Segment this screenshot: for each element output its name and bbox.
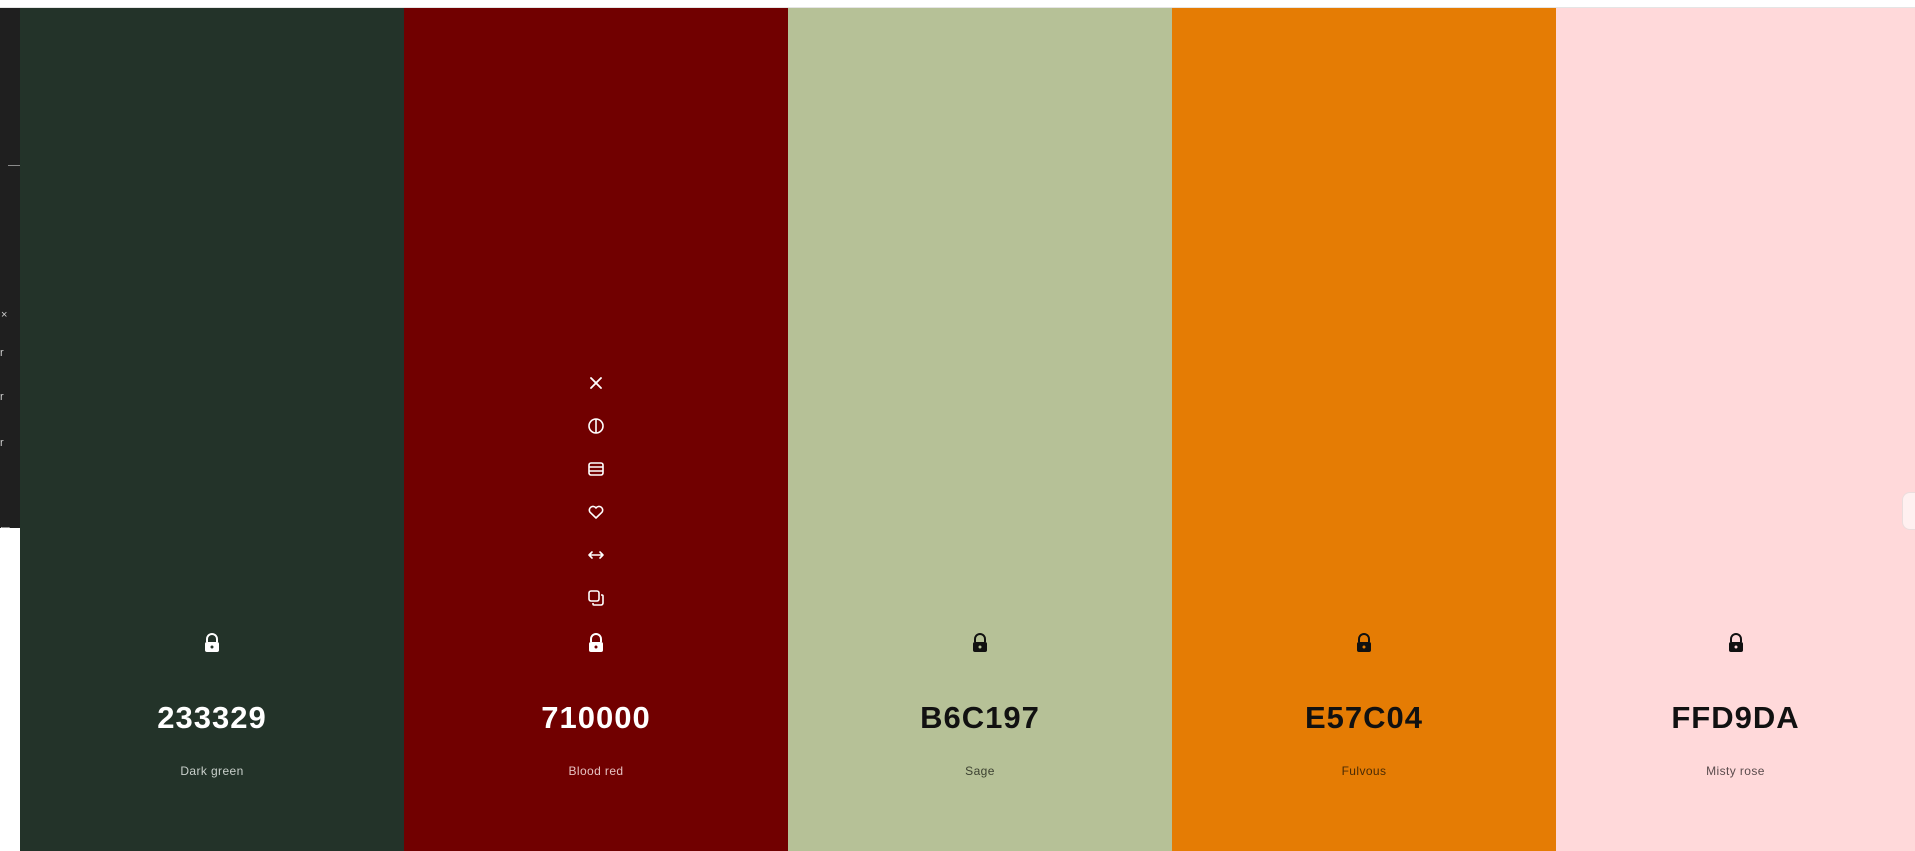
color-name[interactable]: Misty rose <box>1706 764 1765 778</box>
close-icon[interactable] <box>585 372 607 394</box>
lock-icon[interactable] <box>1725 632 1747 654</box>
hex-code[interactable]: E57C04 <box>1304 700 1424 735</box>
close-icon[interactable]: × <box>1 309 8 321</box>
color-name[interactable]: Dark green <box>180 764 244 778</box>
swatch-misty-rose[interactable]: FFD9DA Misty rose <box>1556 8 1915 851</box>
swatch-dark-green[interactable]: 233329 Dark green <box>20 8 404 851</box>
hex-code[interactable]: 710000 <box>541 700 651 735</box>
lock-icon[interactable] <box>201 632 223 654</box>
swatch-blood-red[interactable]: 710000 Blood red <box>404 8 788 851</box>
text-fragment: r <box>0 391 4 403</box>
lock-icon[interactable] <box>969 632 991 654</box>
color-name[interactable]: Sage <box>965 764 995 778</box>
hex-code[interactable]: FFD9DA <box>1671 700 1800 735</box>
side-panel-edge[interactable]: × r r r ▭ <box>0 8 20 528</box>
side-panel-handle[interactable] <box>1902 492 1915 530</box>
text-fragment: r <box>0 437 4 449</box>
divider <box>8 165 20 166</box>
shades-icon[interactable] <box>585 458 607 480</box>
hex-code[interactable]: B6C197 <box>920 700 1040 735</box>
drag-arrows-icon[interactable] <box>585 544 607 566</box>
heart-icon[interactable] <box>585 501 607 523</box>
text-fragment: r <box>0 347 4 359</box>
color-name[interactable]: Blood red <box>568 764 624 778</box>
contrast-icon[interactable] <box>585 415 607 437</box>
chat-icon[interactable]: ▭ <box>0 524 10 529</box>
swatch-sage[interactable]: B6C197 Sage <box>788 8 1172 851</box>
copy-icon[interactable] <box>585 587 607 609</box>
color-name[interactable]: Fulvous <box>1341 764 1387 778</box>
lock-icon[interactable] <box>585 632 607 654</box>
hex-code[interactable]: 233329 <box>157 700 267 735</box>
lock-icon[interactable] <box>1353 632 1375 654</box>
color-palette: 233329 Dark green <box>20 8 1915 851</box>
swatch-fulvous[interactable]: E57C04 Fulvous <box>1172 8 1556 851</box>
swatch-toolbar <box>585 372 607 630</box>
top-bar <box>0 0 1915 8</box>
